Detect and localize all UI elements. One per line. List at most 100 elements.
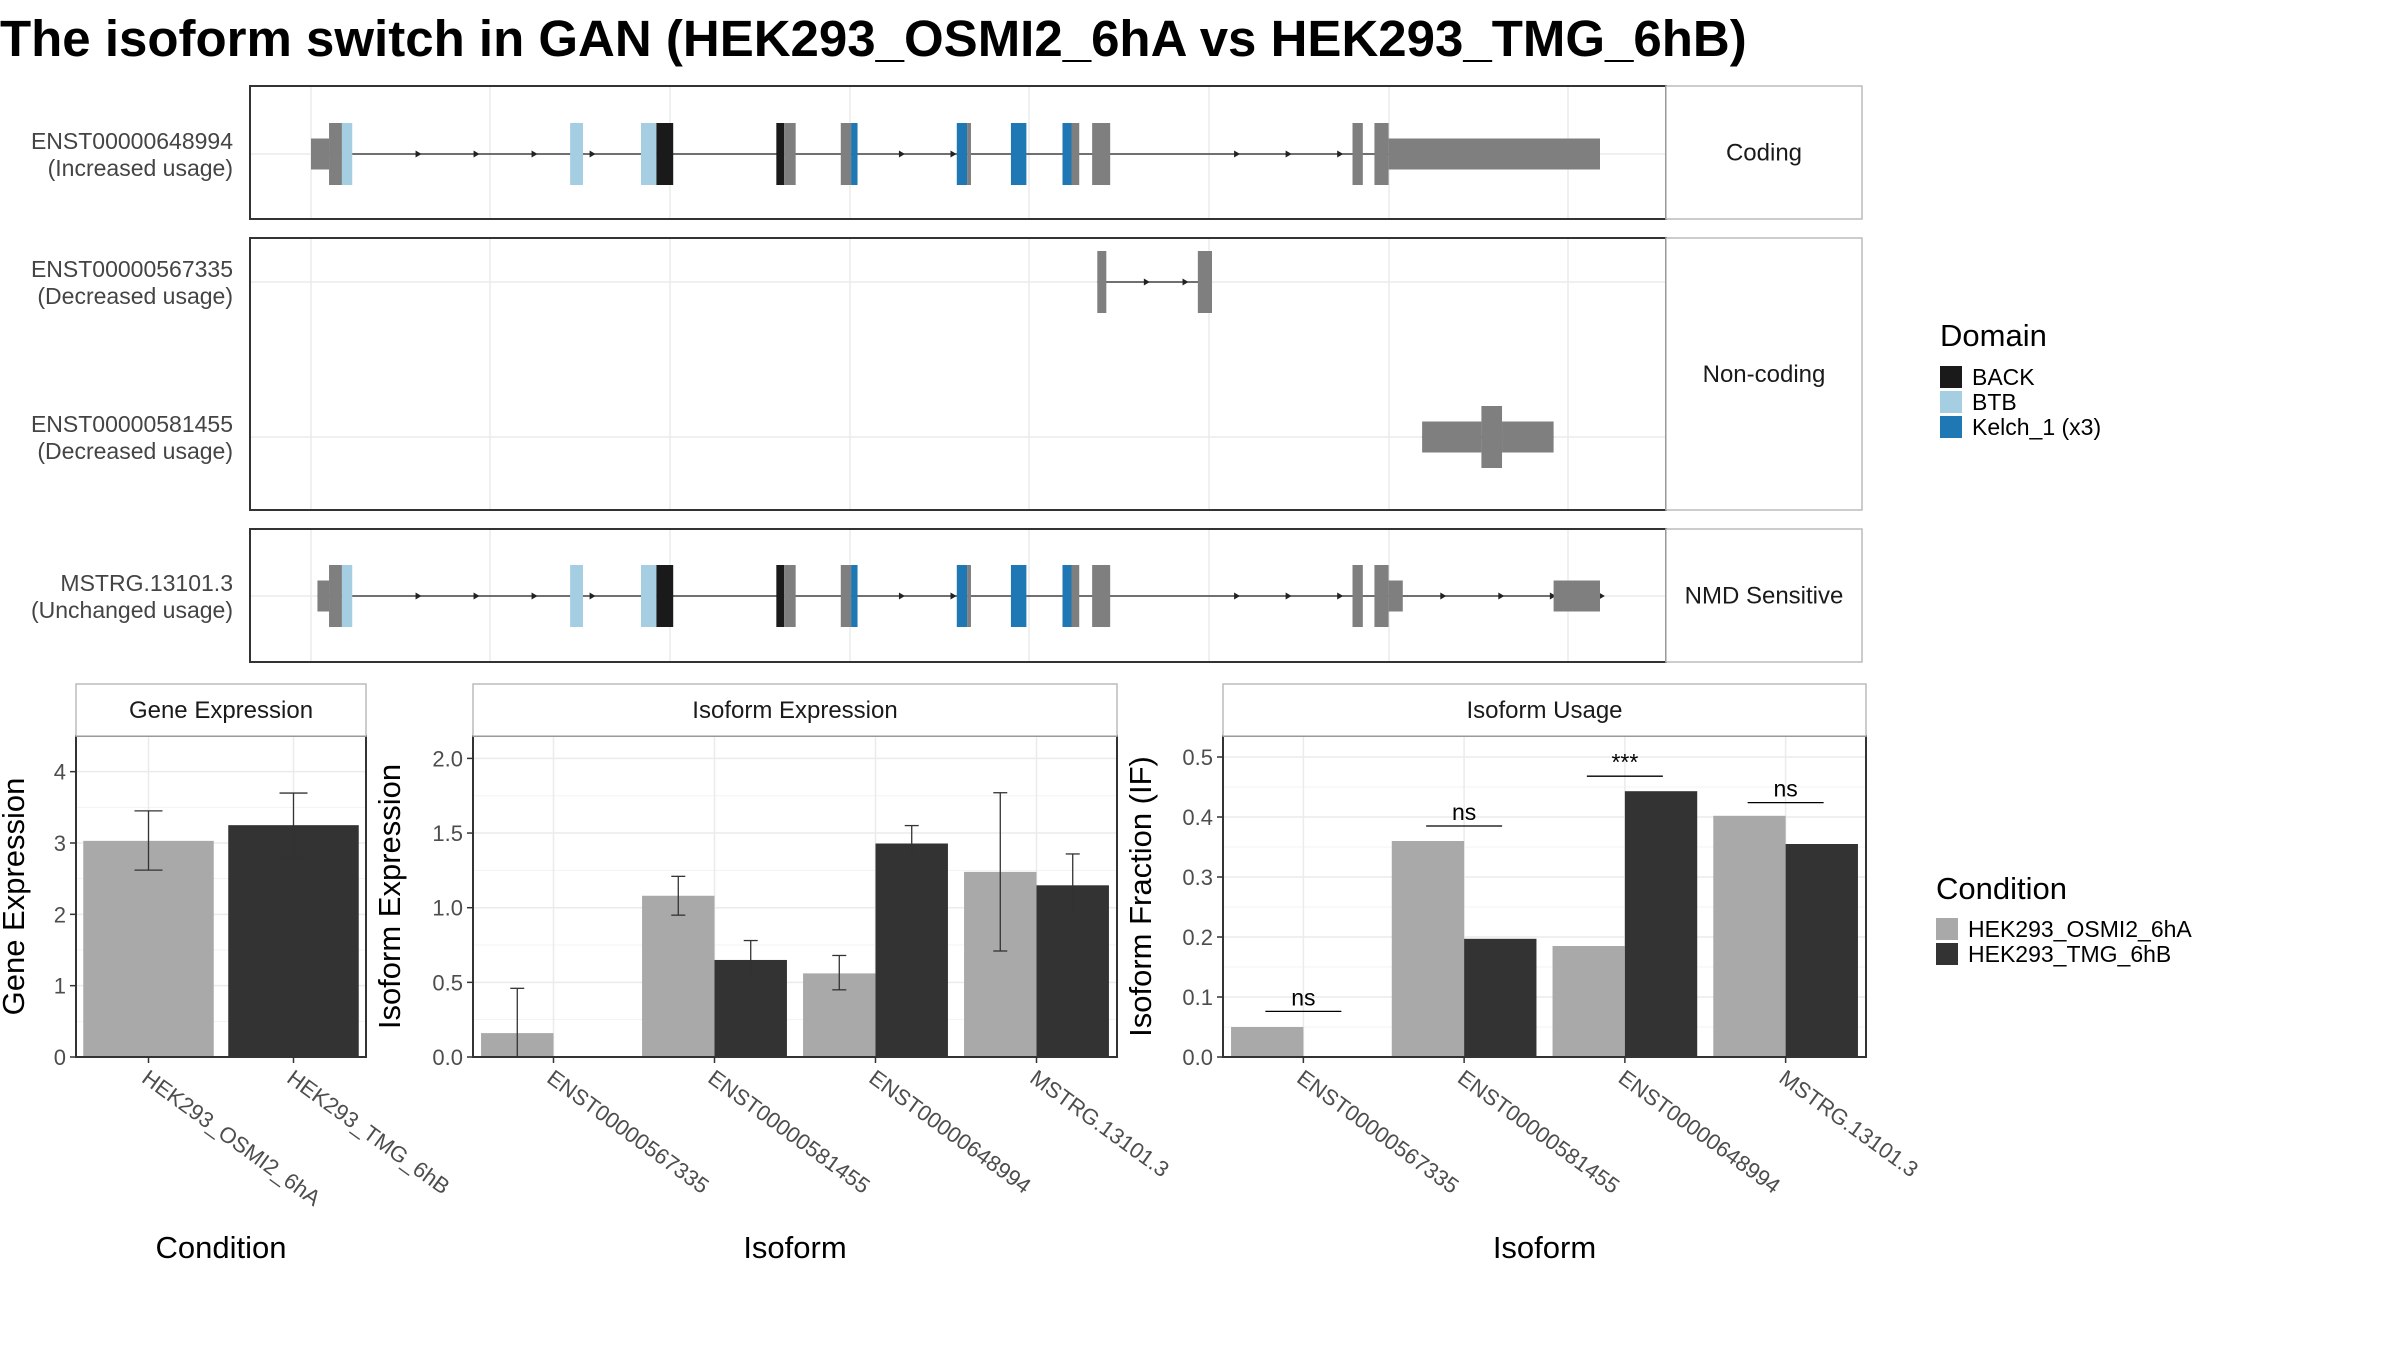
bar-ENST00000581455-HEK293_TMG_6hB xyxy=(1464,938,1537,1057)
panel-strip-label: NMD Sensitive xyxy=(1685,583,1844,610)
transcript-id-label: ENST00000648994 xyxy=(31,128,233,154)
y-tick-label-0: 0 xyxy=(54,1045,66,1070)
x-tick-label-1: ENST00000581455 xyxy=(704,1065,875,1199)
panel-strip xyxy=(1665,85,1863,220)
domain-legend-title: Domain xyxy=(1940,318,2047,353)
exon-segment-11 xyxy=(967,123,971,185)
exon-segment-16 xyxy=(1352,123,1363,185)
y-tick-label-2: 0.2 xyxy=(1182,925,1213,950)
domain-legend-key-0 xyxy=(1940,366,1962,388)
domain-back-segment xyxy=(776,565,785,627)
exon-segment-14 xyxy=(1071,565,1080,627)
panel-strip-label: Non-coding xyxy=(1703,361,1826,388)
domain-kelch_1-segment xyxy=(1010,565,1027,627)
bar-HEK293_OSMI2_6hA xyxy=(83,840,214,1057)
exon-segment-11 xyxy=(967,565,971,627)
bar-MSTRG.13101.3-HEK293_TMG_6hB xyxy=(1785,844,1858,1057)
exon-segment-1 xyxy=(329,123,342,185)
exon-segment-0 xyxy=(1097,251,1107,313)
domain-legend-key-1 xyxy=(1940,391,1962,413)
intron-arrow-10 xyxy=(1498,592,1505,600)
domain-legend-label-2: Kelch_1 (x3) xyxy=(1972,414,2101,440)
exon-segment-1 xyxy=(329,565,342,627)
y-tick-label-3: 0.3 xyxy=(1182,865,1213,890)
panel-strip xyxy=(1665,237,1863,511)
domain-kelch_1-segment xyxy=(1062,123,1072,185)
domain-back-segment xyxy=(656,565,674,627)
intron-arrow-8 xyxy=(1337,150,1344,158)
intron-arrow-8 xyxy=(1337,592,1344,600)
bar-HEK293_TMG_6hB xyxy=(228,825,359,1057)
x-tick-label-2: ENST00000648994 xyxy=(1614,1065,1785,1199)
y-tick-label-0: 0.0 xyxy=(432,1045,463,1070)
exon-segment-1 xyxy=(1197,251,1213,313)
bar-MSTRG.13101.3-HEK293_OSMI2_6hA xyxy=(1713,815,1786,1057)
intron-arrow-0 xyxy=(415,592,422,600)
x-tick-label-3: MSTRG.13101.3 xyxy=(1775,1065,1923,1182)
chart-isoform-expression: 0.0 0.5 1.0 1.5 2.0 Isoform Expression ENST000… xyxy=(372,683,1174,1265)
panel-background xyxy=(250,238,1666,510)
x-axis-title: Condition xyxy=(156,1230,287,1265)
exon-segment-7 xyxy=(784,123,796,185)
bar-ENST00000567335-HEK293_OSMI2_6hA xyxy=(1231,1027,1304,1057)
domain-btb-segment xyxy=(341,123,353,185)
y-axis-title: Isoform Fraction (IF) xyxy=(1123,756,1158,1037)
condition-legend-title: Condition xyxy=(1936,871,2067,906)
intron-arrow-0 xyxy=(1143,278,1150,286)
domain-legend-key-2 xyxy=(1940,416,1962,438)
intron-arrow-11 xyxy=(1549,592,1556,600)
y-tick-label-2: 1.0 xyxy=(432,896,463,921)
significance-label-0: ns xyxy=(1291,984,1315,1010)
y-tick-label-0: 0.0 xyxy=(1182,1045,1213,1070)
intron-arrow-7 xyxy=(1285,150,1292,158)
chart-title: Isoform Expression xyxy=(692,697,897,724)
intron-arrow-3 xyxy=(589,592,596,600)
exon-segment-17 xyxy=(1374,565,1389,627)
intron-arrow-2 xyxy=(531,150,538,158)
chart-title: Isoform Usage xyxy=(1466,697,1622,724)
transcript-usage-label: (Unchanged usage) xyxy=(31,597,233,623)
intron-arrow-12 xyxy=(1598,592,1605,600)
panel-strip-label: Coding xyxy=(1726,140,1802,167)
exon-segment-16 xyxy=(1352,565,1363,627)
domain-back-segment xyxy=(776,123,785,185)
y-tick-label-3: 3 xyxy=(54,831,66,856)
intron-arrow-4 xyxy=(898,150,905,158)
intron-arrow-2 xyxy=(531,592,538,600)
condition-legend-key-0 xyxy=(1936,918,1958,940)
domain-kelch_1-segment xyxy=(956,565,968,627)
chart-title-strip xyxy=(1222,683,1867,737)
intron-arrow-6 xyxy=(1234,150,1241,158)
significance-label-2: *** xyxy=(1611,749,1638,775)
transcript-ENST00000567335: ENST00000567335(Decreased usage) xyxy=(31,251,1213,313)
exon-segment-0 xyxy=(1422,421,1482,453)
bar-ENST00000648994-HEK293_TMG_6hB xyxy=(1624,791,1698,1057)
transcript-usage-label: (Decreased usage) xyxy=(37,283,233,309)
y-tick-label-4: 2.0 xyxy=(432,746,463,771)
intron-arrow-1 xyxy=(473,150,480,158)
figure-title: The isoform switch in GAN (HEK293_OSMI2_… xyxy=(0,10,1747,67)
domain-btb-segment xyxy=(341,565,353,627)
exon-segment-0 xyxy=(317,580,330,612)
intron-arrow-9 xyxy=(1440,592,1447,600)
x-tick-label-3: MSTRG.13101.3 xyxy=(1026,1065,1174,1182)
transcript-usage-label: (Decreased usage) xyxy=(37,438,233,464)
significance-label-1: ns xyxy=(1452,799,1476,825)
domain-btb-segment xyxy=(570,123,583,185)
y-tick-label-1: 1 xyxy=(54,974,66,999)
intron-arrow-3 xyxy=(589,150,596,158)
x-tick-label-1: ENST00000581455 xyxy=(1453,1065,1624,1199)
exon-segment-15 xyxy=(1092,565,1111,627)
exon-segment-18 xyxy=(1388,138,1600,170)
exon-segment-7 xyxy=(784,565,796,627)
chart-title-strip xyxy=(472,683,1118,737)
intron-arrow-6 xyxy=(1234,592,1241,600)
structure-panel-nmd-sensitive: MSTRG.13101.3(Unchanged usage) NMD Sensit… xyxy=(31,528,1863,663)
intron-arrow-1 xyxy=(473,592,480,600)
transcript-MSTRG.13101.3: MSTRG.13101.3(Unchanged usage) xyxy=(31,565,1605,627)
domain-btb-segment xyxy=(570,565,583,627)
bar-ENST00000648994-HEK293_TMG_6hB xyxy=(875,843,948,1057)
